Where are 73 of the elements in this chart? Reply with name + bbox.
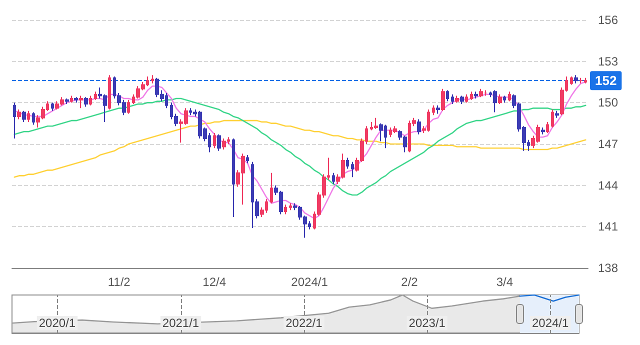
candlestick [574,74,578,84]
candlestick [479,88,483,98]
candlestick [270,172,273,204]
x-tick-label: 2022/1 [286,316,323,330]
y-tick-label: 153 [598,54,618,68]
x-tick-label: 12/4 [202,275,226,289]
candlestick [432,104,435,116]
candlestick [127,99,130,114]
candlestick [84,96,88,108]
candlestick [551,109,554,128]
candlestick [70,95,73,104]
candlestick [493,90,497,113]
candlestick [498,94,502,105]
candlestick [446,90,449,102]
candlestick [22,110,26,122]
candlestick [284,204,287,215]
candlestick [570,76,573,86]
candlestick [151,74,154,84]
line-series [14,81,586,220]
x-tick-label: 2021/1 [162,316,200,330]
candlestick [232,138,235,218]
y-tick-label: 156 [598,13,618,27]
candlestick [455,95,459,104]
candlestick [89,95,92,106]
candlestick [546,121,549,134]
candlestick [451,94,454,105]
candlestick [332,172,335,184]
x-tick-label: 2020/1 [38,316,76,330]
candlestick [436,104,440,114]
candlestick [417,118,421,135]
candlestick [541,126,545,135]
candlestick [393,126,397,134]
candlestick [374,117,378,130]
x-tick-label: 2024/1 [291,275,328,289]
candlestick [346,157,349,170]
candlestick [351,161,354,178]
x-tick-label: 2024/1 [532,316,569,330]
x-tick-label: 11/2 [108,275,131,289]
candlestick [65,98,69,105]
y-tick-label: 141 [598,220,618,234]
candlestick [503,95,506,104]
y-tick-label: 147 [598,137,618,151]
candlestick [465,94,468,104]
y-tick-label: 138 [598,261,618,275]
line-series [14,120,586,178]
candlestick [246,154,249,164]
candlestick [27,110,30,122]
candlestick [579,77,583,84]
candlestick [74,96,78,104]
candlestick [441,88,445,112]
x-tick-label: 2/2 [401,275,418,289]
candlestick [17,109,21,120]
candlestick [51,102,54,112]
candlestick [470,91,473,100]
y-tick-label: 150 [598,96,618,110]
x-tick-label: 3/4 [496,275,514,289]
candlestick [222,138,226,150]
candlestick [289,202,292,211]
candlestick [474,91,478,100]
candlestick [508,91,511,102]
y-tick-label: 144 [598,178,618,192]
candlestick [108,74,111,110]
candlestick [79,95,83,109]
line-series [14,98,586,196]
candlestick [555,110,559,118]
candlestick [460,95,464,105]
candlestick [32,112,35,126]
candlestick [217,134,221,152]
ref-line-label: 152 [595,73,617,88]
candlestick [13,102,16,139]
x-tick-label: 2023/1 [408,316,446,330]
candlestick [94,91,97,100]
candlestick [213,132,216,149]
